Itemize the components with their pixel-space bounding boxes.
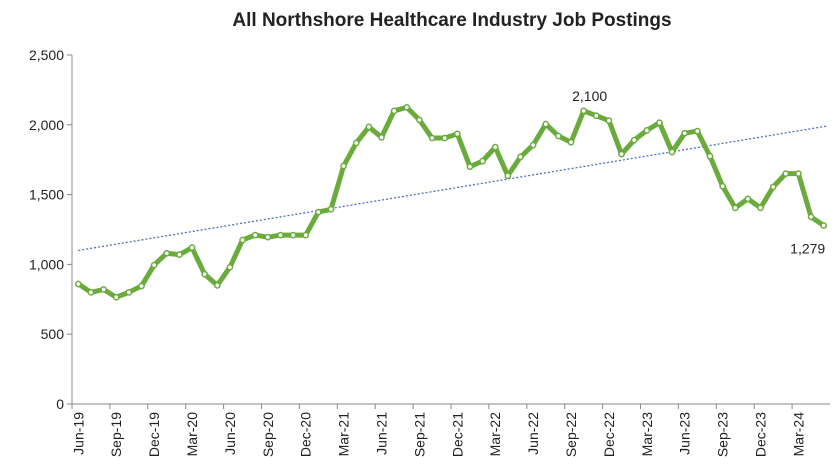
x-tick-label: Mar-21 (336, 412, 352, 457)
data-point (820, 222, 828, 229)
data-point (239, 236, 246, 244)
data-point (529, 141, 537, 149)
x-tick-label: Jun-19 (70, 412, 86, 455)
data-point (315, 208, 322, 216)
data-point (706, 152, 714, 160)
data-point (731, 204, 739, 212)
data-point (112, 293, 120, 301)
data-point (618, 150, 625, 158)
data-label: 1,279 (790, 240, 825, 256)
trendline (78, 125, 827, 252)
x-tick-label: Jun-20 (222, 412, 238, 455)
data-point (163, 249, 171, 257)
y-tick-label: 2,500 (29, 47, 64, 63)
data-point (125, 288, 133, 296)
x-tick-label: Jun-21 (374, 412, 390, 455)
x-tick-label: Mar-22 (487, 412, 503, 457)
data-line (76, 104, 826, 300)
data-point (453, 130, 461, 138)
data-point (795, 170, 802, 178)
data-point (226, 263, 234, 271)
x-tick-label: Dec-22 (601, 412, 617, 457)
data-label: 2,100 (572, 88, 607, 104)
x-tick-label: Sep-19 (108, 412, 124, 457)
data-point (150, 261, 158, 269)
data-point (466, 163, 474, 171)
data-point (555, 132, 562, 140)
data-point (213, 281, 221, 289)
data-point (694, 127, 701, 135)
data-point (491, 143, 499, 151)
data-point (668, 148, 676, 156)
data-point (681, 129, 689, 137)
x-tick-label: Mar-20 (184, 412, 200, 457)
data-point (403, 104, 411, 111)
data-point (744, 195, 752, 203)
x-tick-label: Jun-22 (525, 412, 541, 455)
data-point (416, 116, 423, 124)
data-point (201, 270, 208, 278)
data-point (390, 107, 398, 115)
x-tick-label: Sep-20 (260, 412, 276, 457)
data-point (567, 138, 575, 146)
x-tick-label: Sep-23 (715, 412, 731, 457)
data-point (289, 231, 297, 239)
y-tick-label: 0 (56, 396, 64, 412)
data-point (479, 157, 486, 165)
data-point (605, 117, 613, 124)
data-point (428, 134, 436, 142)
y-tick-label: 500 (41, 326, 65, 342)
data-point (643, 127, 651, 134)
data-point (188, 244, 196, 251)
data-point (517, 153, 524, 161)
x-tick-label: Dec-23 (753, 412, 769, 457)
data-point (769, 183, 777, 191)
x-tick-label: Mar-24 (790, 412, 806, 457)
y-tick-label: 1,000 (29, 256, 64, 272)
data-point (592, 112, 600, 120)
x-tick-label: Sep-22 (563, 412, 579, 457)
x-tick-label: Dec-21 (449, 412, 465, 457)
data-point (378, 134, 385, 141)
chart-title: All Northshore Healthcare Industry Job P… (232, 10, 671, 31)
data-point (340, 162, 347, 170)
data-point (504, 172, 512, 180)
y-tick-label: 1,500 (29, 187, 64, 203)
x-tick-label: Mar-23 (639, 412, 655, 457)
data-point (719, 182, 726, 190)
y-tick-label: 2,000 (29, 117, 64, 133)
x-tick-label: Sep-21 (411, 412, 427, 457)
x-tick-label: Dec-20 (298, 412, 314, 457)
data-point (542, 120, 550, 128)
data-point (365, 123, 373, 131)
x-tick-label: Dec-19 (146, 412, 162, 457)
data-point (264, 233, 272, 241)
data-point (87, 288, 95, 296)
data-point (302, 231, 310, 239)
data-point (656, 119, 663, 127)
data-point (352, 139, 360, 147)
data-point (327, 205, 335, 213)
data-point (277, 231, 284, 239)
data-point (251, 231, 259, 239)
data-point (74, 280, 82, 288)
data-point (630, 136, 638, 144)
data-point (782, 170, 790, 178)
data-point (580, 107, 588, 115)
data-point (441, 134, 449, 142)
data-point (138, 282, 145, 290)
data-point (100, 286, 107, 293)
x-tick-label: Jun-23 (677, 412, 693, 455)
data-point (757, 204, 764, 212)
data-point (807, 213, 815, 221)
data-point (176, 251, 183, 258)
